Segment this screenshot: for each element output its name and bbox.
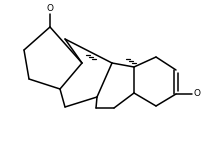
Text: O: O [47, 4, 54, 13]
Text: O: O [193, 89, 200, 99]
